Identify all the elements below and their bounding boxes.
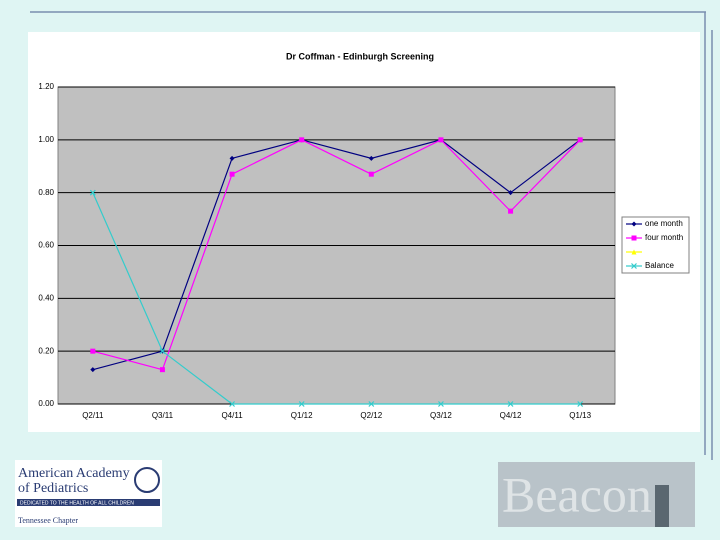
data-point bbox=[229, 171, 235, 177]
legend-marker bbox=[631, 249, 637, 255]
data-point bbox=[507, 401, 514, 407]
legend-label: Balance bbox=[645, 261, 674, 270]
logo-seal bbox=[134, 467, 160, 493]
y-tick-label: 1.20 bbox=[38, 82, 54, 91]
data-point bbox=[368, 171, 374, 177]
x-tick-label: Q3/11 bbox=[152, 411, 174, 420]
data-point bbox=[508, 190, 514, 196]
data-point bbox=[229, 155, 235, 161]
legend-marker bbox=[631, 235, 637, 241]
data-point bbox=[89, 189, 96, 196]
series-line bbox=[92, 139, 581, 371]
data-point bbox=[438, 137, 444, 143]
x-tick-label: Q1/12 bbox=[291, 411, 313, 420]
beacon-logo: Beacon bbox=[498, 462, 695, 527]
data-point bbox=[159, 367, 165, 373]
y-tick-label: 0.80 bbox=[38, 188, 54, 197]
data-point bbox=[90, 348, 96, 354]
x-tick-label: Q1/13 bbox=[569, 411, 591, 420]
data-point bbox=[577, 401, 584, 407]
logo-text: DEDICATED TO THE HEALTH OF ALL CHILDREN bbox=[20, 500, 134, 506]
data-point bbox=[90, 367, 96, 373]
chart-title: Dr Coffman - Edinburgh Screening bbox=[286, 51, 434, 61]
data-point bbox=[368, 155, 374, 161]
legend-marker bbox=[631, 263, 637, 269]
x-tick-label: Q3/12 bbox=[430, 411, 452, 420]
data-point bbox=[438, 401, 444, 407]
legend-marker bbox=[631, 221, 637, 227]
legend-label: one month bbox=[645, 219, 683, 228]
data-point bbox=[298, 401, 305, 407]
data-point bbox=[577, 137, 583, 143]
logo-text: American Academy bbox=[18, 466, 130, 481]
x-tick-label: Q4/12 bbox=[500, 411, 522, 420]
y-tick-label: 0.60 bbox=[38, 241, 54, 250]
aap-logo: American Academy of Pediatrics DEDICATED… bbox=[15, 460, 162, 527]
data-point bbox=[229, 401, 235, 407]
data-point bbox=[508, 208, 514, 214]
data-point bbox=[159, 348, 166, 355]
series-line bbox=[92, 139, 581, 371]
y-tick-label: 0.40 bbox=[38, 293, 54, 302]
y-tick-label: 0.00 bbox=[38, 399, 54, 408]
logo-text: of Pediatrics bbox=[18, 481, 88, 496]
data-point bbox=[299, 137, 305, 143]
logo-text: Tennessee Chapter bbox=[18, 516, 78, 525]
y-tick-label: 0.20 bbox=[38, 346, 54, 355]
x-tick-label: Q2/12 bbox=[360, 411, 382, 420]
data-point bbox=[368, 401, 375, 407]
logo-band bbox=[17, 499, 160, 506]
x-tick-label: Q2/11 bbox=[82, 411, 104, 420]
y-tick-label: 1.00 bbox=[38, 135, 54, 144]
lighthouse bbox=[655, 485, 669, 527]
legend-label: four month bbox=[645, 233, 683, 242]
series-line bbox=[92, 192, 581, 405]
legend bbox=[621, 216, 690, 274]
x-tick-label: Q4/11 bbox=[221, 411, 243, 420]
logo-text: Beacon bbox=[502, 466, 652, 522]
